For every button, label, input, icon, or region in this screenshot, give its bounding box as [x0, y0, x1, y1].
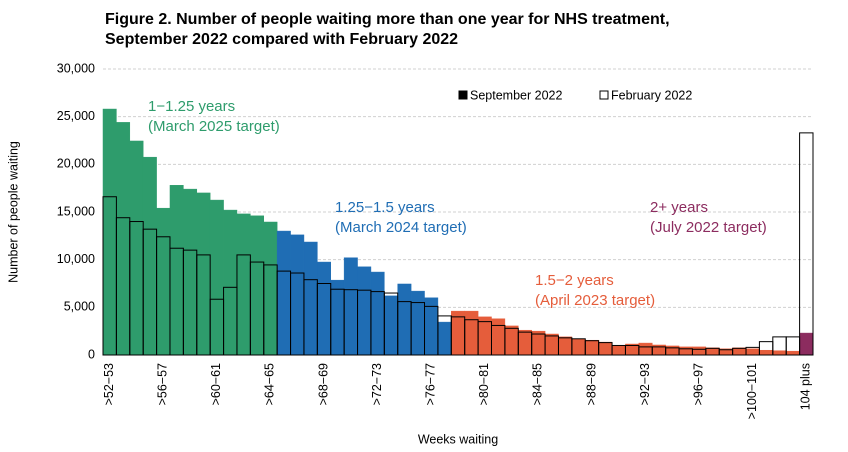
x-tick-label: >64−65: [263, 363, 277, 405]
y-tick-label: 5,000: [64, 300, 95, 314]
bar-outline: [799, 132, 814, 356]
y-tick-label: 20,000: [57, 157, 95, 171]
bar: [799, 332, 814, 356]
bar: [544, 333, 559, 356]
y-axis-title: Number of people waiting: [6, 141, 20, 283]
bar: [384, 295, 398, 356]
annotation: (April 2023 target): [535, 292, 655, 309]
bar: [464, 310, 479, 356]
bar: [236, 213, 251, 356]
y-tick-label: 10,000: [57, 252, 95, 266]
annotation: 1−1.25 years: [148, 98, 235, 115]
bar: [732, 347, 747, 356]
bar: [303, 241, 318, 356]
bar: [317, 261, 331, 356]
bar: [116, 122, 131, 356]
bar: [518, 329, 532, 356]
bar: [451, 310, 465, 356]
bar: [558, 336, 573, 356]
bar: [504, 325, 519, 356]
chart-title: Figure 2. Number of people waiting more …: [105, 11, 670, 28]
bar: [397, 283, 412, 356]
bar: [531, 330, 546, 356]
y-tick-label: 0: [88, 347, 95, 361]
bar: [437, 321, 452, 356]
legend-marker: [458, 90, 468, 100]
bar: [410, 290, 425, 356]
bar: [772, 350, 787, 356]
bar: [585, 339, 599, 356]
bar: [357, 266, 372, 356]
bar: [370, 271, 385, 356]
bar: [196, 192, 211, 356]
bar: [785, 350, 800, 356]
x-tick-label: >72−73: [370, 363, 384, 405]
bar: [263, 221, 278, 356]
x-tick-label: >68−69: [316, 363, 330, 405]
bar: [183, 188, 198, 356]
bar: [169, 185, 184, 356]
bar: [491, 318, 506, 356]
bar: [343, 257, 358, 356]
bar: [477, 316, 492, 356]
x-tick-label: >76−77: [424, 363, 438, 405]
y-tick-label: 25,000: [57, 109, 95, 123]
x-tick-label: >92−93: [638, 363, 652, 405]
bar: [665, 345, 680, 356]
bar: [598, 341, 613, 356]
x-axis-title: Weeks waiting: [418, 432, 498, 446]
bar: [330, 279, 345, 356]
annotation: (March 2024 target): [335, 219, 467, 236]
bar: [611, 345, 626, 356]
annotation: 1.5−2 years: [535, 272, 614, 289]
legend-marker: [599, 90, 609, 100]
chart-title: September 2022 compared with February 20…: [105, 31, 458, 48]
bar: [129, 140, 144, 356]
bar: [759, 349, 774, 356]
x-tick-label: >100−101: [745, 363, 759, 419]
annotation: (March 2025 target): [148, 118, 280, 135]
x-tick-label: >96−97: [691, 363, 705, 405]
bar: [571, 338, 586, 356]
bar: [156, 207, 171, 356]
bar: [638, 342, 653, 356]
y-tick-label: 15,000: [57, 204, 95, 218]
bar: [209, 199, 224, 356]
bar: [290, 234, 305, 356]
bar: [223, 209, 238, 356]
bar: [705, 347, 720, 356]
bar: [745, 348, 760, 356]
x-tick-label: >88−89: [584, 363, 598, 405]
y-tick-label: 30,000: [57, 61, 95, 75]
bar: [142, 156, 157, 356]
bar: [678, 346, 693, 356]
annotation: (July 2022 target): [650, 219, 767, 236]
annotation: 2+ years: [650, 199, 708, 216]
bar: [102, 108, 117, 356]
bar: [692, 346, 707, 356]
legend-label: February 2022: [611, 88, 692, 102]
legend-label: September 2022: [470, 88, 562, 102]
annotation: 1.25−1.5 years: [335, 199, 435, 216]
x-tick-label: 104 plus: [799, 363, 813, 410]
x-tick-label: >56−57: [156, 363, 170, 405]
bar: [276, 230, 291, 356]
x-tick-label: >80−81: [477, 363, 491, 405]
x-tick-label: >52−53: [102, 363, 116, 405]
bar: [250, 215, 265, 356]
x-tick-label: >60−61: [209, 363, 223, 405]
x-tick-label: >84−85: [531, 363, 545, 405]
